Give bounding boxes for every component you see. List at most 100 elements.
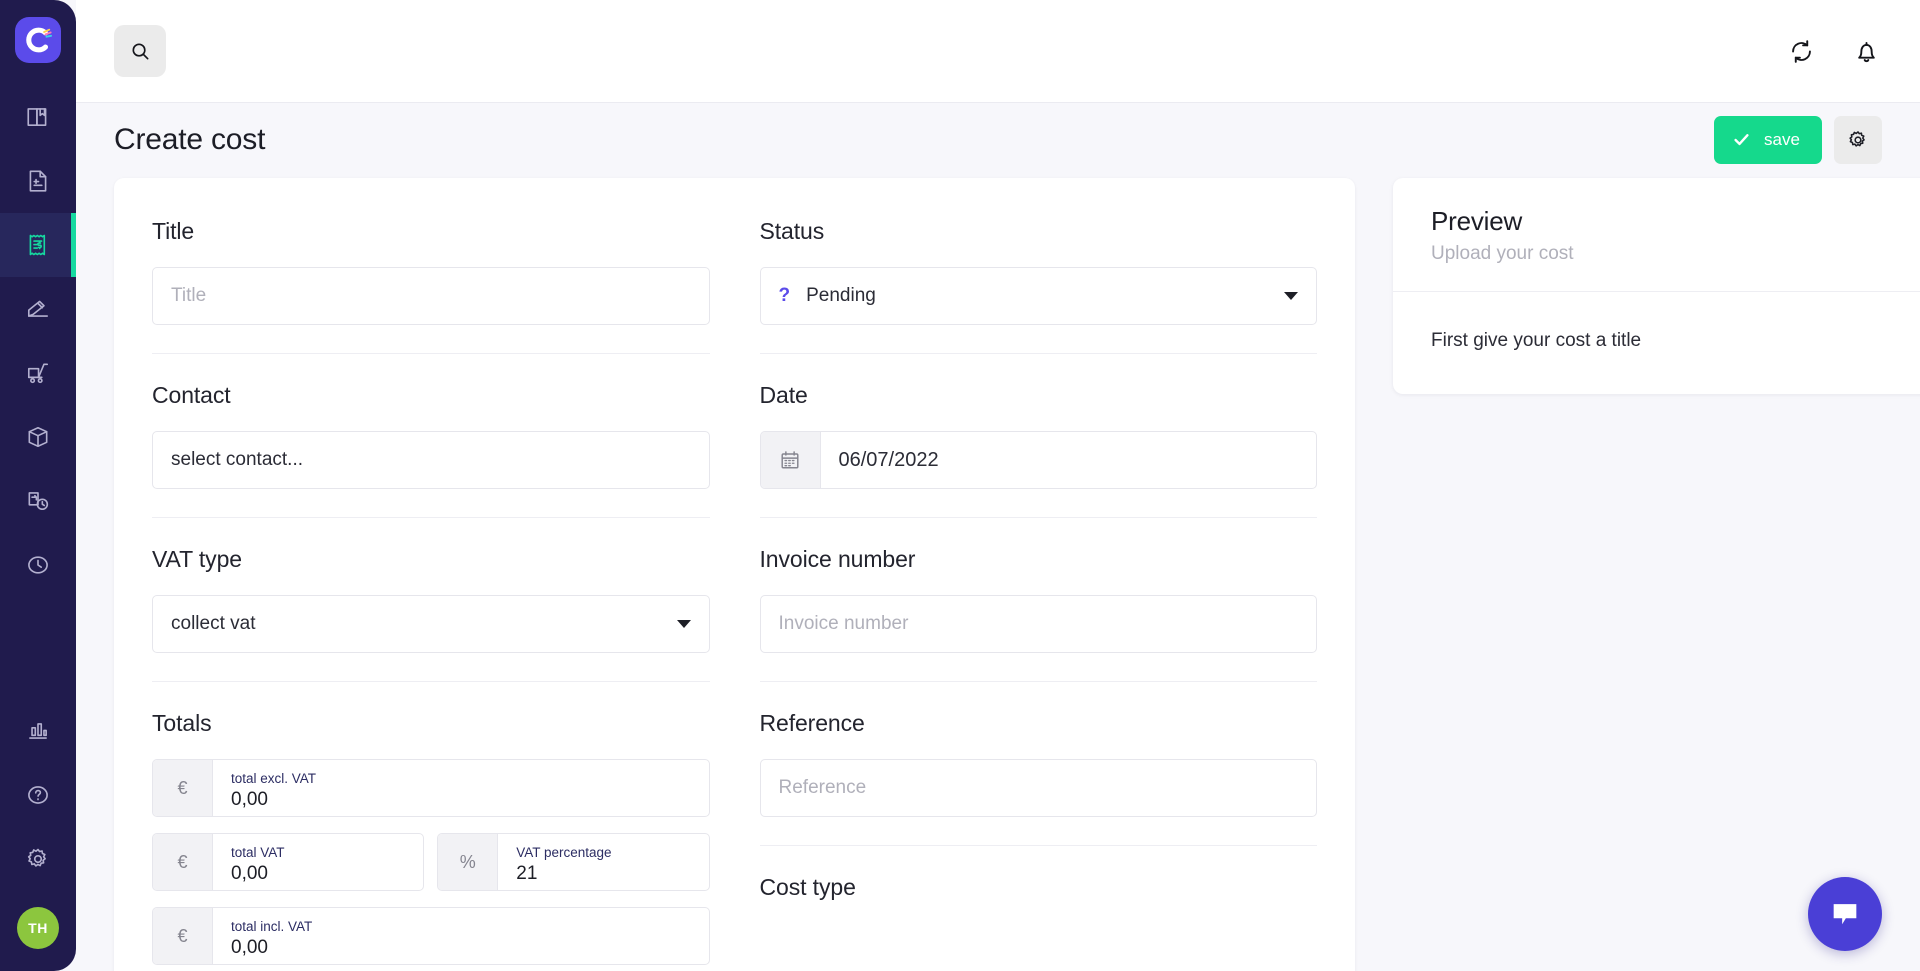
euro-icon: € <box>153 760 213 816</box>
save-button-label: save <box>1764 129 1800 149</box>
app-logo[interactable] <box>15 17 61 63</box>
preview-panel: Preview Upload your cost First give your… <box>1393 178 1920 394</box>
signature-icon <box>27 300 49 317</box>
invoice-number-label: Invoice number <box>759 546 916 572</box>
field-group-cost-type: Cost type <box>760 874 1318 951</box>
sidebar-item-hours[interactable] <box>0 533 76 597</box>
total-excl-vat-body: total excl. VAT 0,00 <box>213 760 709 816</box>
vat-type-value: collect vat <box>171 613 256 634</box>
sidebar-item-products[interactable] <box>0 405 76 469</box>
sidebar-item-recurring[interactable] <box>0 469 76 533</box>
euro-icon: € <box>153 908 213 964</box>
chat-icon <box>1833 904 1857 925</box>
sidebar-nav <box>0 85 76 597</box>
total-vat-value: 0,00 <box>231 862 268 884</box>
vat-percentage-body: VAT percentage 21 <box>498 834 708 890</box>
sync-icon[interactable] <box>1788 38 1815 65</box>
total-vat-field[interactable]: € total VAT 0,00 <box>152 833 425 891</box>
reference-label: Reference <box>759 710 865 736</box>
page-settings-button[interactable] <box>1834 115 1882 164</box>
preview-title: Preview <box>1431 206 1523 236</box>
field-group-totals: Totals € total excl. VAT 0,00 € <box>152 710 710 971</box>
receipt-icon <box>29 234 46 256</box>
total-incl-vat-field[interactable]: € total incl. VAT 0,00 <box>152 907 710 965</box>
calendar-icon[interactable] <box>760 432 821 488</box>
calendar-glyph-icon <box>781 451 799 469</box>
contact-select[interactable]: select contact... <box>152 431 710 489</box>
totals-row-2: € total VAT 0,00 % VAT percentage 21 <box>152 833 710 891</box>
sidebar-item-help[interactable] <box>0 763 76 827</box>
date-value: 06/07/2022 <box>838 448 939 471</box>
preview-body-text: First give your cost a title <box>1431 330 1642 351</box>
clock-icon <box>28 556 48 574</box>
field-group-reference: Reference Reference <box>759 710 1317 846</box>
field-group-contact: Contact select contact... <box>152 382 710 518</box>
create-cost-form: Title Title Contact select contact... VA… <box>114 178 1355 971</box>
topbar-actions <box>1788 38 1880 65</box>
chart-icon <box>29 723 47 739</box>
status-select[interactable]: ? Pending <box>759 267 1317 325</box>
sidebar-item-quotes[interactable] <box>0 277 76 341</box>
title-label: Title <box>152 218 195 244</box>
page-title: Create cost <box>114 122 266 156</box>
chevron-down-icon <box>676 620 691 628</box>
spacer <box>152 891 710 907</box>
sidebar-item-reports[interactable] <box>0 699 76 763</box>
book-icon <box>27 108 47 126</box>
header-actions: save <box>1714 115 1882 164</box>
cost-type-label: Cost type <box>759 874 856 900</box>
recurring-icon <box>28 492 49 511</box>
gear-icon <box>27 848 46 867</box>
form-column-right: Status ? Pending Date <box>735 212 1356 971</box>
logo-c-icon <box>26 27 53 53</box>
sidebar-item-invoices[interactable] <box>0 149 76 213</box>
vat-percentage-value: 21 <box>516 862 538 884</box>
vat-percentage-field[interactable]: % VAT percentage 21 <box>437 833 710 891</box>
reference-input[interactable]: Reference <box>759 759 1317 817</box>
status-label: Status <box>759 218 825 244</box>
vat-type-select[interactable]: collect vat <box>152 595 710 653</box>
box-icon <box>28 426 48 448</box>
invoice-icon <box>29 170 47 192</box>
sidebar-item-book[interactable] <box>0 85 76 149</box>
sidebar-item-costs[interactable] <box>0 213 76 277</box>
content-area: Title Title Contact select contact... VA… <box>76 176 1920 971</box>
avatar[interactable]: TH <box>17 907 59 949</box>
search-button[interactable] <box>114 25 166 77</box>
cart-icon <box>27 363 49 384</box>
total-excl-vat-value: 0,00 <box>231 788 268 810</box>
bell-icon[interactable] <box>1853 38 1880 65</box>
percent-icon: % <box>438 834 499 890</box>
total-vat-body: total VAT 0,00 <box>213 834 423 890</box>
help-icon <box>28 786 48 804</box>
totals-label: Totals <box>152 710 212 736</box>
total-incl-vat-body: total incl. VAT 0,00 <box>213 908 709 964</box>
sidebar: TH <box>0 0 76 971</box>
search-icon <box>131 42 149 60</box>
date-field[interactable]: 06/07/2022 <box>759 431 1317 489</box>
sidebar-bottom-nav: TH <box>0 699 76 971</box>
totals-row-1: € total excl. VAT 0,00 <box>152 759 710 817</box>
invoice-number-input[interactable]: Invoice number <box>759 595 1317 653</box>
chevron-down-icon <box>1284 292 1298 300</box>
field-group-status: Status ? Pending <box>759 218 1317 354</box>
field-group-invoice-number: Invoice number Invoice number <box>759 546 1317 682</box>
contact-label: Contact <box>152 382 231 408</box>
topbar <box>76 0 1920 103</box>
sidebar-item-orders[interactable] <box>0 341 76 405</box>
euro-icon: € <box>153 834 213 890</box>
totals-row-3: € total incl. VAT 0,00 <box>152 907 710 965</box>
total-vat-label: total VAT <box>231 844 285 860</box>
status-value: Pending <box>806 285 876 306</box>
save-button[interactable]: save <box>1714 115 1822 164</box>
total-excl-vat-field[interactable]: € total excl. VAT 0,00 <box>152 759 710 817</box>
total-incl-vat-label: total incl. VAT <box>231 918 313 934</box>
title-input[interactable]: Title <box>152 267 710 325</box>
chat-button[interactable] <box>1808 877 1882 951</box>
gear-icon <box>1849 130 1865 147</box>
date-label: Date <box>759 382 808 408</box>
vat-type-label: VAT type <box>152 546 242 572</box>
field-group-title: Title Title <box>152 218 710 354</box>
question-icon: ? <box>778 285 791 306</box>
sidebar-item-settings[interactable] <box>0 827 76 891</box>
